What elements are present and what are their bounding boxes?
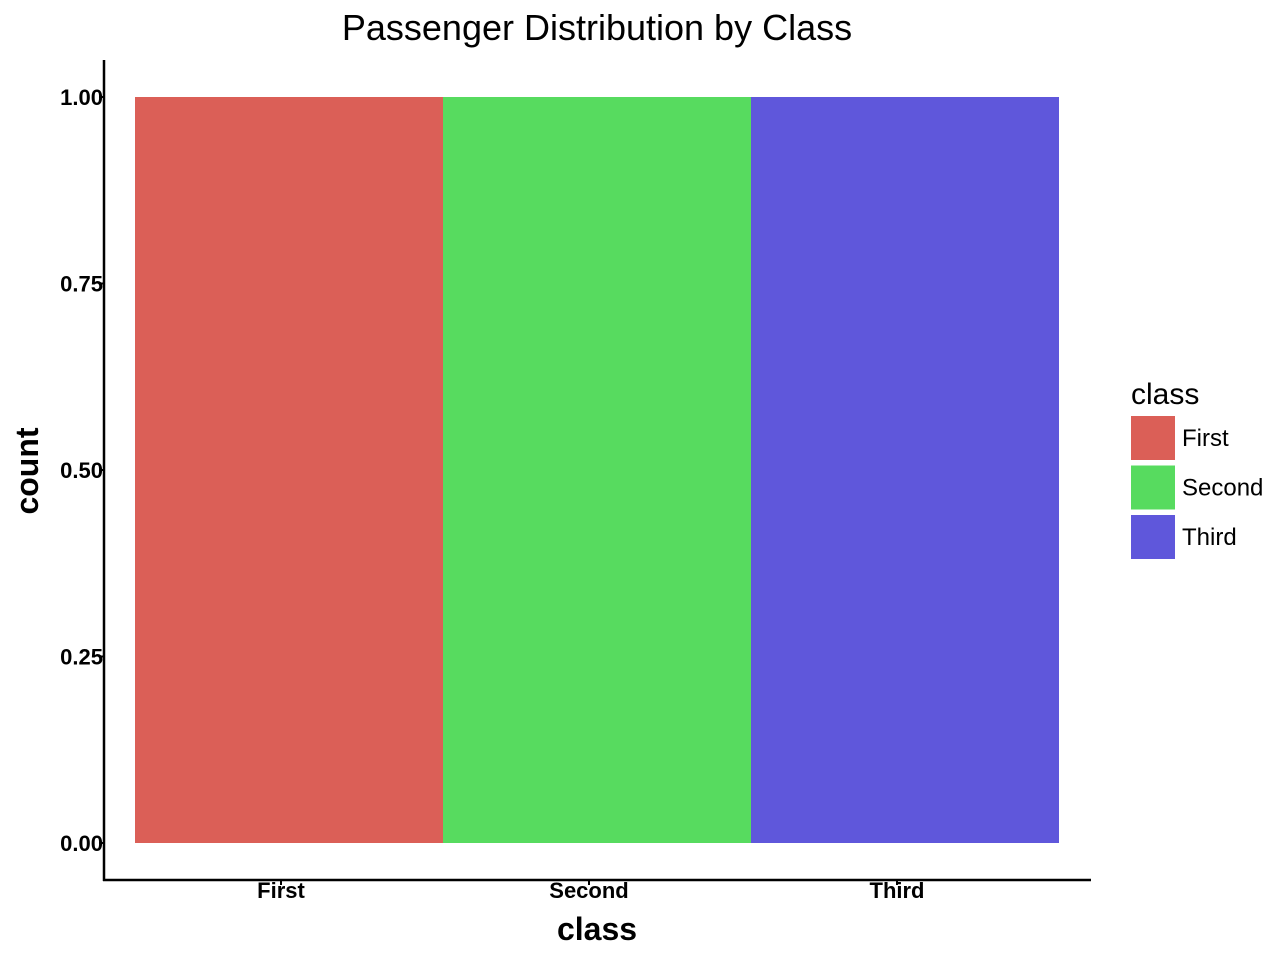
legend-title: class (1131, 378, 1199, 411)
legend-key-first (1131, 416, 1175, 460)
bar-second (443, 97, 751, 843)
legend-label-first: First (1182, 425, 1229, 452)
y-tick-label: 0.75 (60, 272, 103, 297)
bar-third (751, 97, 1059, 843)
x-axis-label: class (557, 911, 637, 947)
legend-key-second (1131, 465, 1175, 510)
x-ticks-group: First Second Third (257, 878, 924, 903)
y-tick-label: 0.00 (60, 831, 103, 856)
y-ticks-group: 0.00 0.25 0.50 0.75 1.00 (60, 85, 104, 856)
x-tick-label: First (257, 878, 305, 903)
chart-title: Passenger Distribution by Class (342, 7, 852, 48)
y-tick-label: 1.00 (60, 85, 103, 110)
y-tick-label: 0.25 (60, 645, 103, 670)
legend-label-second: Second (1182, 475, 1263, 502)
y-axis-label: count (9, 427, 45, 514)
x-tick-label: Second (549, 878, 628, 903)
bars-group (135, 97, 1059, 843)
legend-label-third: Third (1182, 524, 1237, 551)
x-tick-label: Third (870, 878, 925, 903)
y-tick-label: 0.50 (60, 458, 103, 483)
legend: class First Second Third (1131, 378, 1263, 559)
legend-key-third (1131, 515, 1175, 559)
bar-first (135, 97, 443, 843)
